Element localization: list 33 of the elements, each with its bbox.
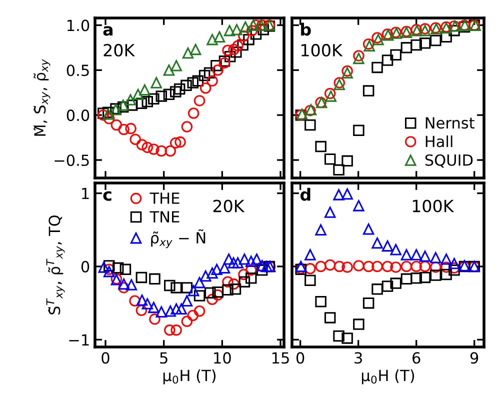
annotation: b: [301, 22, 311, 36]
x-tick-label: 3: [354, 352, 362, 364]
x-tick-label: 9: [470, 352, 478, 364]
x-tick-label: 15: [272, 352, 289, 364]
x-axis-title: μ$_{0}$H (T): [362, 369, 414, 384]
y-tick-label: 0.5: [66, 64, 89, 76]
legend-label: Nernst: [426, 117, 474, 129]
legend-label: Hall: [426, 135, 452, 148]
x-axis-title: μ$_{0}$H (T): [163, 369, 216, 384]
annotation: 20K: [213, 200, 245, 212]
x-tick-label: 6: [412, 352, 420, 364]
annotation: 100K: [412, 200, 454, 212]
y-tick-label: 1: [82, 188, 89, 200]
y-axis-title: S̃$^{T}$$_{xy}$, ρ̃$^{T}$$_{xy}$, TQ: [46, 215, 65, 314]
x-tick-label: 10: [214, 352, 231, 364]
y-axis-title: M̃, S̃$_{xy}$, ρ̃$_{xy}$: [34, 59, 50, 136]
y-tick-label: −0.5: [54, 154, 89, 166]
x-tick-label: 0: [296, 352, 304, 364]
annotation: c: [103, 191, 112, 201]
y-tick-label: 1.0: [68, 20, 90, 32]
annotation: 100K: [302, 44, 343, 56]
legend-label: THE: [150, 192, 180, 204]
annotation: d: [300, 188, 310, 201]
annotation: 20K: [104, 44, 136, 56]
x-tick-label: 0: [102, 352, 110, 364]
legend-label: TNE: [150, 211, 180, 222]
annotation: a: [103, 26, 112, 36]
x-tick-label: 5: [160, 352, 168, 364]
y-tick-label: 0.0: [66, 110, 90, 122]
legend-label: ρ̃$_{xy}$ − Ñ: [151, 229, 206, 248]
y-tick-label: 0: [81, 260, 90, 272]
legend-label: SQUID: [425, 154, 473, 168]
y-tick-label: −1: [69, 334, 89, 346]
